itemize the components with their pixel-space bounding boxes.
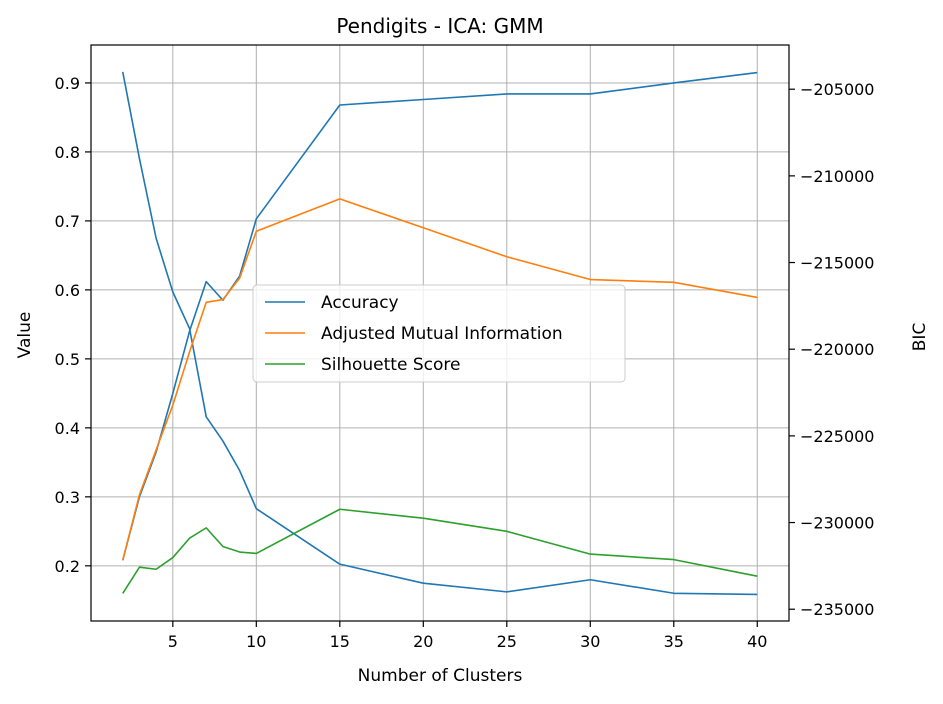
data-point-accuracy (756, 72, 758, 74)
y-axis-label: Value (15, 312, 35, 359)
data-point-bic (673, 592, 675, 594)
y-tick-label: 0.6 (55, 281, 80, 300)
data-point-adjusted-mutual-information (255, 230, 257, 232)
y-tick-label: 0.5 (55, 350, 80, 369)
data-point-silhouette-score (122, 593, 124, 595)
data-point-adjusted-mutual-information (189, 351, 191, 353)
data-point-silhouette-score (239, 551, 241, 553)
data-point-adjusted-mutual-information (673, 281, 675, 283)
data-point-silhouette-score (756, 575, 758, 577)
data-point-accuracy (339, 104, 341, 106)
data-point-accuracy (673, 82, 675, 84)
data-point-accuracy (172, 392, 174, 394)
data-point-bic (222, 440, 224, 442)
chart-title: Pendigits - ICA: GMM (336, 14, 543, 38)
data-point-adjusted-mutual-information (139, 494, 141, 496)
y-tick-label: 0.2 (55, 557, 80, 576)
data-point-silhouette-score (222, 546, 224, 548)
x-tick-label: 35 (664, 632, 684, 651)
y-axis-left: 0.2 0.3 0.4 0.5 0.6 0.7 0.8 0.9 (55, 74, 91, 576)
data-point-silhouette-score (155, 568, 157, 570)
data-point-silhouette-score (422, 517, 424, 519)
y-tick-label: 0.7 (55, 212, 80, 231)
data-point-adjusted-mutual-information (339, 198, 341, 200)
data-point-adjusted-mutual-information (756, 297, 758, 299)
y-tick-label: 0.3 (55, 488, 80, 507)
data-point-adjusted-mutual-information (589, 279, 591, 281)
y-axis-right: −235000 −230000 −225000 −220000 −215000 −2100… (789, 80, 874, 619)
data-point-adjusted-mutual-information (155, 449, 157, 451)
data-point-accuracy (422, 99, 424, 101)
data-point-silhouette-score (589, 553, 591, 555)
data-point-silhouette-score (189, 537, 191, 539)
data-point-bic (339, 563, 341, 565)
legend-box (252, 284, 626, 383)
data-point-bic (255, 508, 257, 510)
x-axis: 5 10 15 20 25 30 35 40 (168, 621, 767, 651)
y2-axis-label: BIC (910, 323, 930, 352)
series-layer (121, 71, 758, 596)
legend-items: Accuracy Adjusted Mutual Information Silho… (265, 293, 563, 375)
data-point-adjusted-mutual-information (222, 299, 224, 301)
y2-tick-label: −215000 (800, 254, 874, 273)
y2-tick-label: −235000 (800, 600, 874, 619)
data-point-bic (122, 71, 124, 73)
data-point-accuracy (255, 218, 257, 220)
data-point-bic (589, 579, 591, 581)
data-point-bic (155, 237, 157, 239)
data-point-silhouette-score (506, 530, 508, 532)
x-tick-label: 30 (580, 632, 600, 651)
data-point-silhouette-score (205, 527, 207, 529)
legend-label-accuracy: Accuracy (321, 293, 399, 313)
data-point-bic (422, 582, 424, 584)
x-tick-label: 40 (747, 632, 767, 651)
data-point-adjusted-mutual-information (422, 227, 424, 229)
data-point-bic (506, 591, 508, 593)
y2-tick-label: −205000 (800, 80, 874, 99)
legend: Accuracy Adjusted Mutual Information Silho… (252, 284, 626, 383)
series-line-adjusted-mutual-information (121, 198, 758, 561)
y-tick-label: 0.9 (55, 74, 80, 93)
x-tick-label: 5 (168, 632, 178, 651)
data-point-silhouette-score (255, 552, 257, 554)
data-point-bic (756, 594, 758, 596)
data-point-bic (172, 291, 174, 293)
y-tick-label: 0.8 (55, 143, 80, 162)
data-point-adjusted-mutual-information (172, 404, 174, 406)
data-point-bic (205, 416, 207, 418)
data-point-silhouette-score (172, 557, 174, 559)
data-point-accuracy (205, 281, 207, 283)
y-tick-label: 0.4 (55, 419, 80, 438)
y2-tick-label: −230000 (800, 514, 874, 533)
plot-frame (90, 44, 790, 622)
data-point-adjusted-mutual-information (122, 559, 124, 561)
data-point-adjusted-mutual-information (205, 301, 207, 303)
y2-tick-label: −220000 (800, 340, 874, 359)
data-point-accuracy (189, 330, 191, 332)
legend-label-adjusted-mutual-information: Adjusted Mutual Information (321, 324, 563, 344)
data-point-bic (239, 470, 241, 472)
x-tick-label: 20 (413, 632, 433, 651)
series-line-silhouette-score (122, 508, 758, 594)
data-point-silhouette-score (139, 566, 141, 568)
data-point-adjusted-mutual-information (506, 256, 508, 258)
data-point-bic (139, 158, 141, 160)
x-tick-label: 15 (330, 632, 350, 651)
y2-tick-label: −210000 (800, 167, 874, 186)
data-point-silhouette-score (339, 508, 341, 510)
y2-tick-label: −225000 (800, 427, 874, 446)
x-tick-label: 10 (246, 632, 266, 651)
x-tick-label: 25 (497, 632, 517, 651)
data-point-adjusted-mutual-information (239, 277, 241, 279)
legend-label-silhouette-score: Silhouette Score (321, 355, 460, 375)
data-point-accuracy (589, 93, 591, 95)
series-line-bic (121, 71, 758, 596)
x-axis-label: Number of Clusters (358, 666, 523, 686)
data-point-accuracy (506, 93, 508, 95)
data-point-silhouette-score (673, 559, 675, 561)
